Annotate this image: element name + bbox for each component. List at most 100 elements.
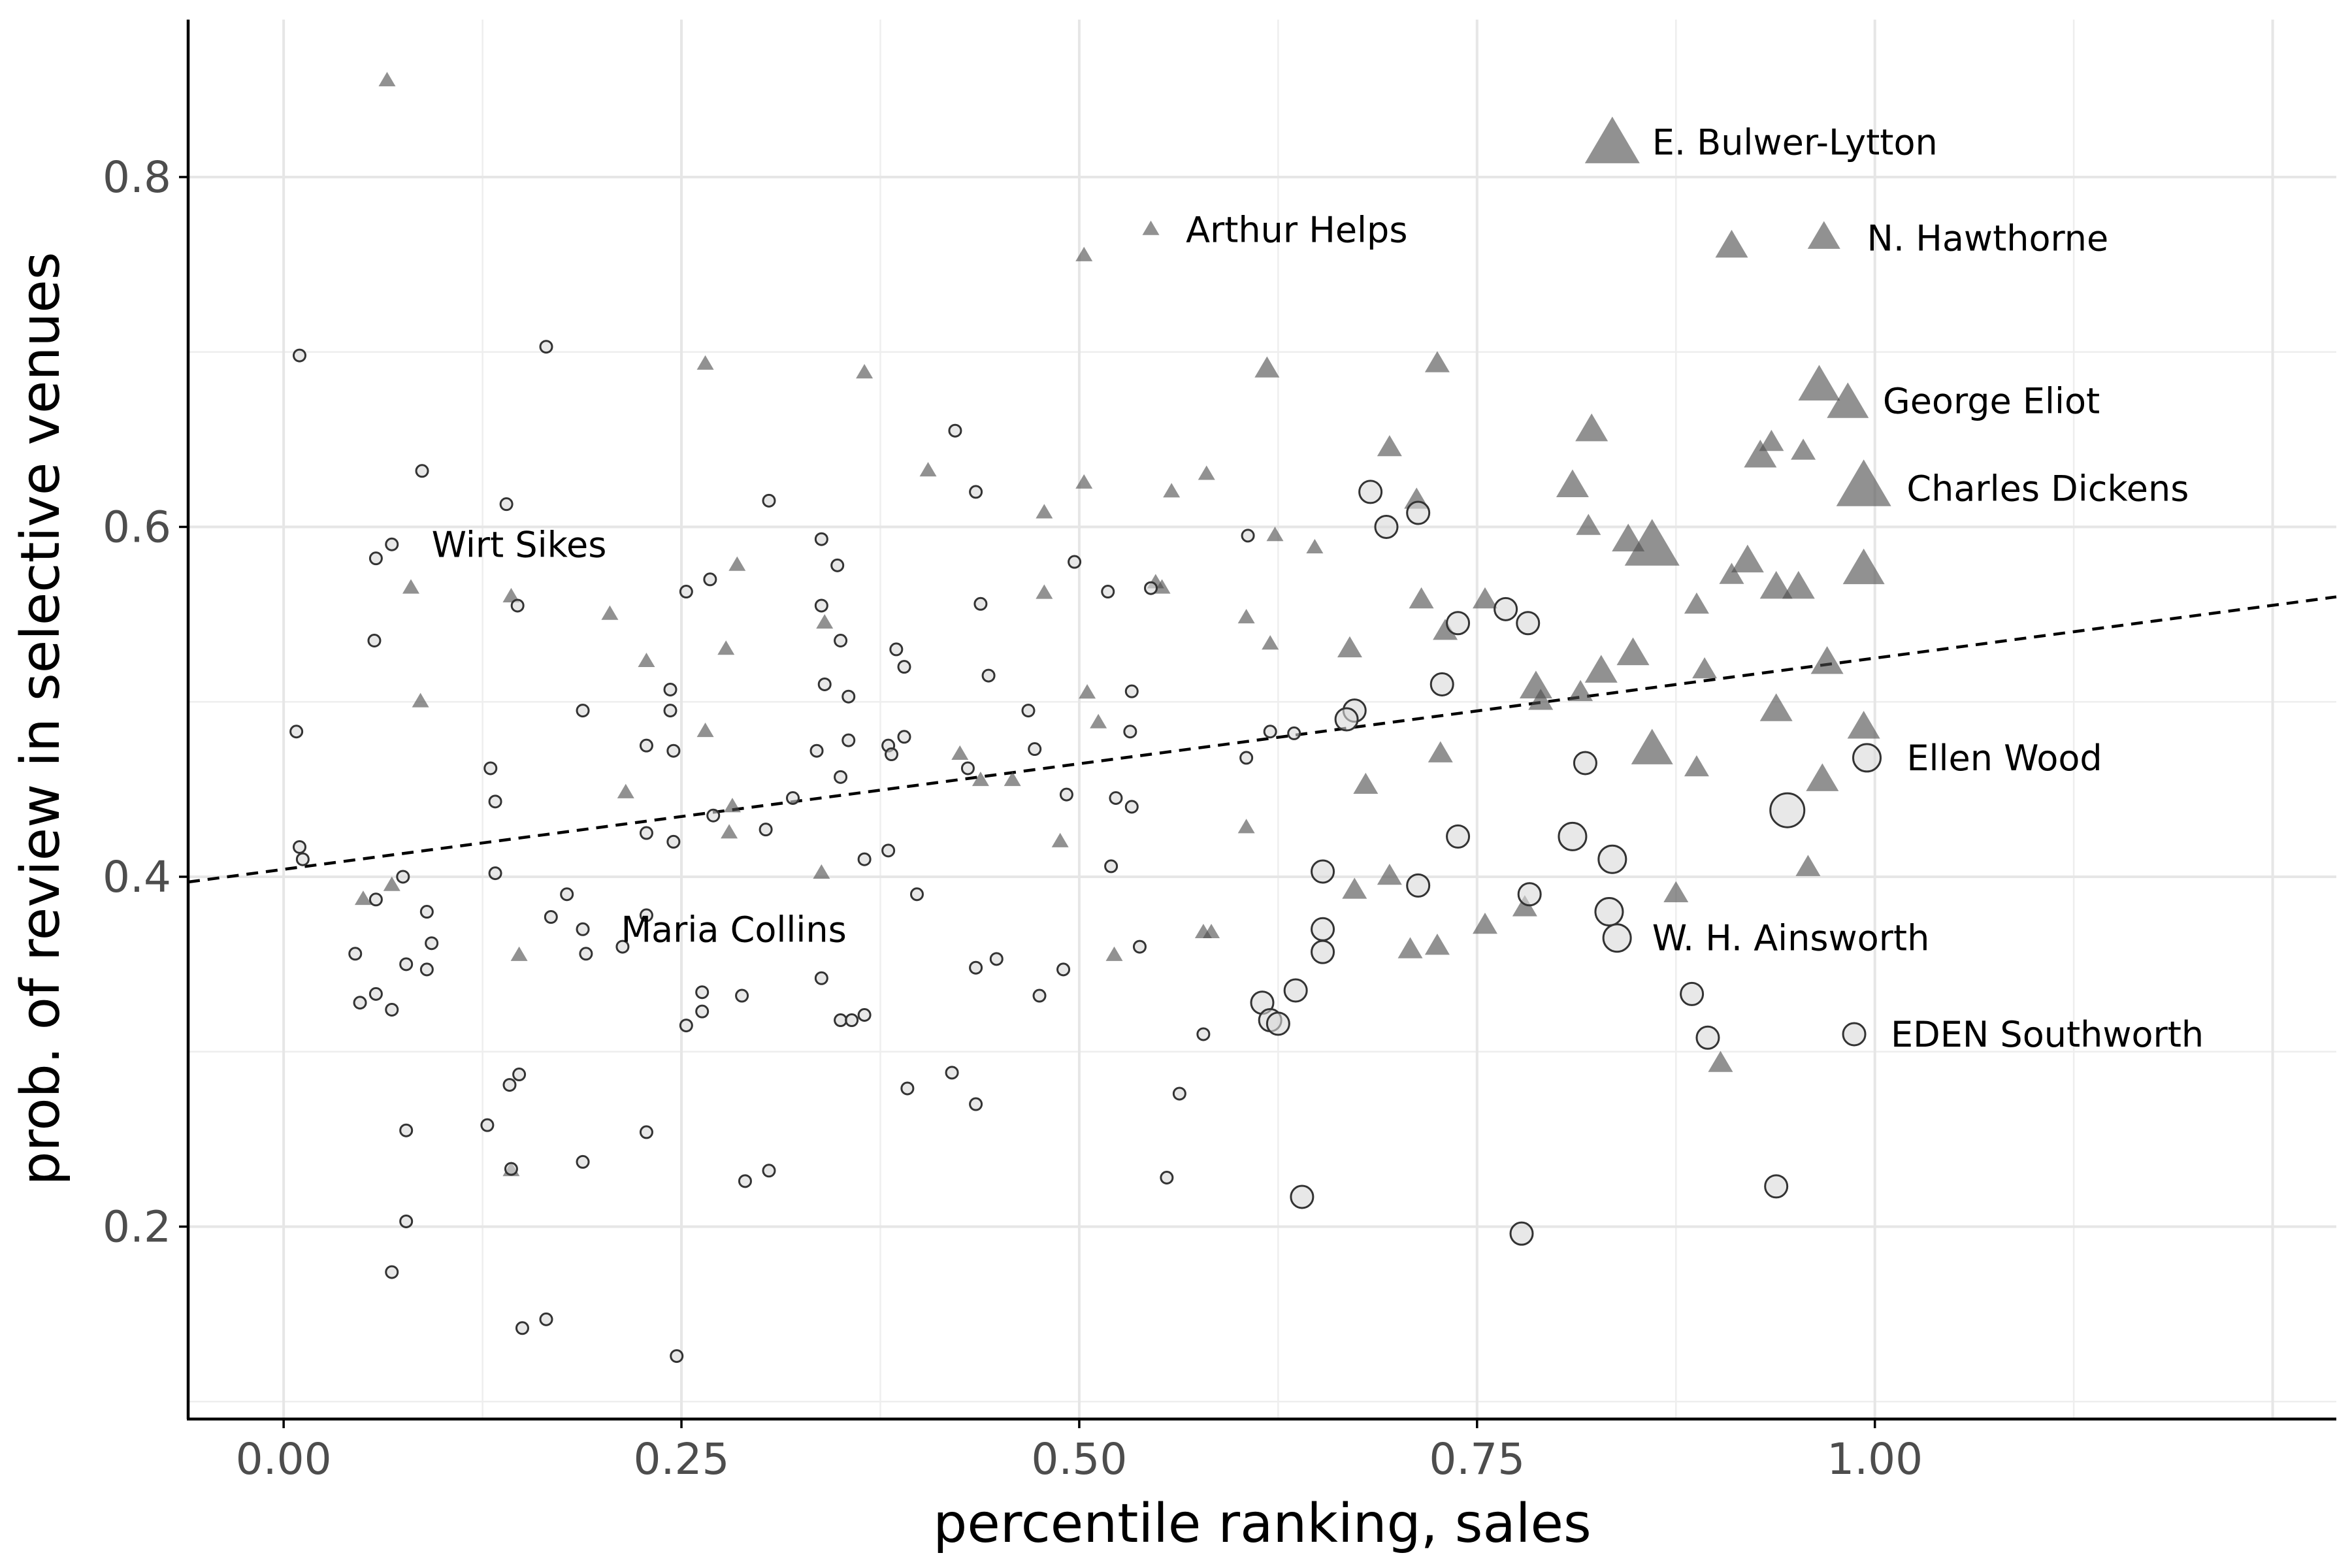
circle-point (289, 725, 304, 739)
triangle-point (1377, 863, 1402, 885)
circle-point (1266, 1011, 1290, 1036)
circle-point (292, 840, 306, 854)
triangle-point (1519, 670, 1552, 698)
circle-point (368, 551, 383, 566)
triangle-point (1731, 544, 1764, 573)
circle-point (881, 843, 896, 858)
circle-point (1680, 981, 1705, 1006)
point-annotation: Charles Dickens (1906, 468, 2189, 510)
triangle-point (1744, 440, 1777, 468)
circle-point (425, 936, 439, 951)
circle-point (1132, 939, 1147, 954)
triangle-point (1791, 438, 1816, 460)
circle-point (1144, 581, 1158, 595)
circle-point (560, 887, 574, 902)
triangle-point (1142, 220, 1160, 235)
circle-point (834, 1013, 848, 1028)
circle-point (1446, 824, 1471, 849)
circle-point (1769, 792, 1806, 828)
circle-point (510, 598, 525, 613)
triangle-point (1584, 116, 1640, 163)
triangle-point (402, 579, 419, 594)
triangle-point (1472, 912, 1497, 934)
circle-point (969, 960, 983, 975)
circle-point (639, 1125, 653, 1139)
triangle-point (1075, 246, 1093, 261)
triangle-point (510, 946, 528, 961)
circle-point (663, 682, 678, 696)
circle-point (817, 677, 832, 691)
triangle-point (378, 72, 396, 87)
circle-point (539, 340, 553, 354)
triangle-point (1842, 548, 1885, 585)
circle-point (857, 852, 872, 866)
circle-point (834, 634, 848, 648)
circle-point (1172, 1086, 1186, 1101)
circle-point (1509, 1221, 1534, 1246)
triangle-point (972, 772, 989, 787)
triangle-point (1556, 469, 1589, 498)
point-annotation: Ellen Wood (1906, 738, 2102, 779)
circle-point (1446, 611, 1471, 636)
circle-point (809, 743, 824, 758)
circle-point (738, 1174, 752, 1188)
triangle-point (1237, 819, 1255, 834)
triangle-point (696, 723, 714, 738)
triangle-point (1575, 413, 1609, 442)
point-annotation: Maria Collins (621, 909, 846, 950)
y-tick-label: 0.4 (103, 852, 171, 902)
circle-point (385, 1002, 399, 1017)
triangle-point (919, 462, 937, 477)
triangle-point (1684, 755, 1709, 777)
triangle-point (1075, 474, 1093, 489)
circle-point (786, 791, 800, 805)
triangle-point (1472, 587, 1497, 609)
circle-point (1021, 704, 1036, 718)
point-annotation: EDEN Southworth (1891, 1014, 2204, 1055)
triangle-point (1254, 356, 1280, 378)
point-annotation: N. Hawthorne (1867, 218, 2109, 259)
circle-point (845, 1013, 859, 1028)
triangle-point (1004, 772, 1021, 787)
triangle-point (1616, 637, 1650, 666)
circle-point (419, 962, 434, 977)
triangle-point (723, 798, 741, 813)
triangle-point (1105, 946, 1123, 961)
triangle-point (1806, 763, 1839, 791)
y-tick-label: 0.6 (103, 502, 171, 552)
circle-point (576, 922, 590, 936)
circle-point (885, 747, 899, 762)
circle-point (814, 532, 828, 546)
triangle-point (1708, 1051, 1733, 1072)
circle-point (292, 348, 306, 363)
circle-point (830, 558, 845, 572)
triangle-point (1612, 523, 1645, 552)
circle-point (1695, 1025, 1720, 1050)
circle-point (1334, 707, 1359, 732)
circle-point (1101, 585, 1115, 599)
triangle-point (617, 783, 634, 798)
circle-point (1406, 500, 1431, 525)
circle-point (706, 808, 721, 823)
circle-point (480, 1118, 495, 1132)
circle-point (1597, 844, 1627, 874)
triangle-point (1795, 855, 1821, 876)
circle-point (1517, 882, 1542, 907)
circle-point (679, 585, 693, 599)
x-tick-label: 0.00 (236, 1434, 332, 1484)
circle-point (368, 987, 383, 1001)
triangle-point (721, 824, 738, 839)
circle-point (639, 738, 653, 753)
triangle-point (1692, 657, 1718, 679)
triangle-point (1759, 429, 1784, 451)
circle-point (399, 1214, 414, 1228)
circle-point (353, 996, 367, 1010)
triangle-point (502, 587, 520, 602)
circle-point (897, 660, 911, 674)
triangle-point (1759, 693, 1793, 721)
circle-point (857, 1007, 872, 1022)
triangle-point (1342, 877, 1367, 899)
circle-point (396, 870, 410, 884)
circle-point (897, 730, 911, 744)
